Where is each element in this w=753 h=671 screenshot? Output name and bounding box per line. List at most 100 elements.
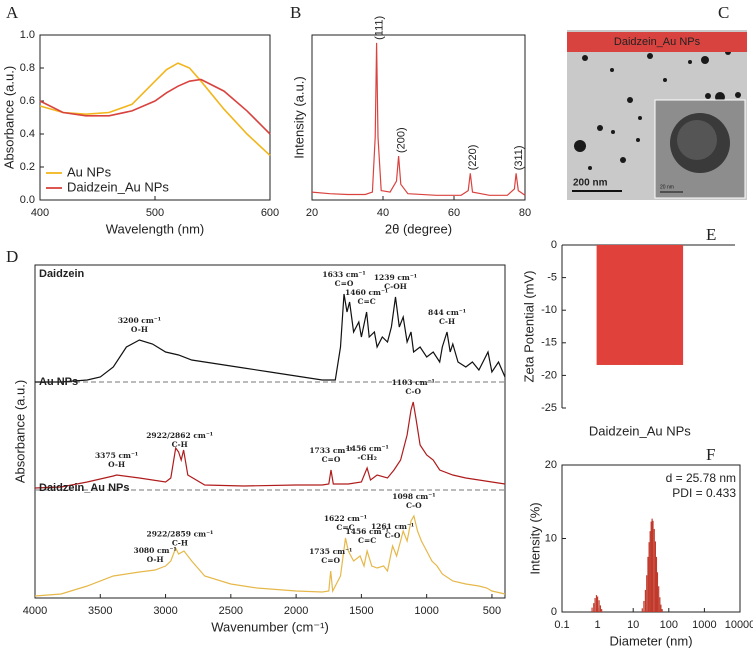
particle	[582, 55, 588, 61]
spectrum	[34, 401, 506, 489]
peak-group: C-H	[439, 317, 455, 326]
particle	[636, 138, 640, 142]
x-tick-label: 0.1	[554, 619, 569, 631]
bar	[651, 518, 653, 612]
bar	[593, 603, 595, 612]
series-line	[39, 78, 271, 135]
x-tick-label: 1000	[692, 619, 716, 631]
y-tick-label: -15	[541, 337, 557, 349]
x-tick-label: 80	[519, 207, 531, 219]
header-bar	[567, 32, 747, 52]
particle	[638, 116, 642, 120]
x-tick-label: 1000	[414, 605, 438, 617]
axes-frame	[34, 264, 506, 599]
x-tick-label: 3000	[153, 605, 177, 617]
bar	[644, 589, 646, 612]
bar	[643, 600, 645, 612]
particle	[705, 93, 711, 99]
bar	[591, 607, 593, 612]
image-title: Daidzein_Au NPs	[614, 36, 701, 48]
y-tick-label: 1.0	[20, 29, 35, 41]
bar	[647, 556, 649, 612]
bar	[660, 604, 662, 612]
y-axis-label: Intensity (%)	[527, 502, 542, 574]
bar	[648, 542, 650, 612]
y-tick-label: 10	[545, 532, 557, 544]
bar	[650, 521, 652, 612]
y-tick-label: -10	[541, 304, 557, 316]
x-tick-label: 3500	[88, 605, 112, 617]
peak-group: C-O	[385, 531, 401, 540]
y-tick-label: 0.0	[20, 194, 35, 206]
series-line	[39, 62, 271, 156]
peak-label: 2922/2859 cm⁻¹	[146, 529, 213, 538]
x-tick-label: 60	[448, 207, 460, 219]
particle	[610, 68, 614, 72]
particle	[647, 53, 653, 59]
peak-group: C=C	[358, 536, 376, 545]
peak-group: C-H	[172, 538, 188, 547]
peak-label: (311)	[513, 145, 525, 170]
bar	[598, 600, 600, 612]
y-tick-label: -5	[547, 272, 557, 284]
y-axis-label: Zeta Potential (mV)	[521, 271, 536, 383]
y-tick-label: 0	[551, 239, 557, 251]
x-axis-label: Wavenumber (cm⁻¹)	[211, 619, 329, 634]
bar	[658, 586, 660, 612]
peak-group: C=O	[335, 279, 354, 288]
particle	[574, 140, 586, 152]
x-axis-label: Diameter (nm)	[609, 633, 692, 648]
peak-label: 3200 cm⁻¹	[118, 316, 161, 325]
peak-group: C=O	[322, 455, 341, 464]
bar	[661, 609, 663, 612]
panel-letter: B	[290, 3, 301, 22]
panel-letter: E	[706, 225, 716, 244]
bar	[601, 609, 603, 612]
x-tick-label: 500	[146, 207, 164, 219]
y-tick-label: 20	[545, 459, 557, 471]
axes-frame	[311, 34, 526, 201]
x-tick-label: 4000	[23, 605, 47, 617]
peak-label: 1239 cm⁻¹	[374, 273, 417, 282]
peak-label: (111)	[374, 16, 386, 40]
x-tick-label: 10000	[725, 619, 753, 631]
bar	[653, 528, 655, 612]
y-tick-label: 0.2	[20, 161, 35, 173]
annotation: d = 25.78 nm	[666, 471, 736, 485]
x-tick-label: 20	[306, 207, 318, 219]
bar	[652, 520, 654, 612]
spectrum-name: Au NPs	[39, 376, 78, 388]
x-axis-label: Wavelength (nm)	[106, 221, 205, 236]
y-tick-label: 0.4	[20, 128, 35, 140]
panel-letter: A	[6, 3, 19, 22]
peak-label: 1456 cm⁻¹	[346, 444, 389, 453]
peak-label: 1735 cm⁻¹	[309, 547, 352, 556]
y-tick-label: -20	[541, 369, 557, 381]
peak-group: C-OH	[384, 282, 407, 291]
particle	[588, 166, 592, 170]
spectrum-name: Daidzein_Au NPs	[39, 482, 129, 494]
x-tick-label: 400	[31, 207, 49, 219]
peak-label: 1456 cm⁻¹	[346, 527, 389, 536]
x-tick-label: 600	[261, 207, 279, 219]
peak-label: 1103 cm⁻¹	[392, 378, 435, 387]
spectrum	[35, 293, 506, 383]
particle	[663, 78, 667, 82]
legend-label: Au NPs	[67, 164, 112, 179]
peak-label: 1633 cm⁻¹	[322, 270, 365, 279]
peak-group: O-H	[131, 325, 148, 334]
x-tick-label: 40	[377, 207, 389, 219]
y-axis-label: Absorbance (a.u.)	[1, 66, 16, 169]
peak-label: 844 cm⁻¹	[428, 308, 466, 317]
bar	[594, 598, 596, 612]
x-tick-label: 100	[660, 619, 678, 631]
x-tick-label: 1	[595, 619, 601, 631]
error-bar	[633, 357, 646, 365]
x-tick-label: 500	[483, 605, 501, 617]
y-tick-label: 0.6	[20, 95, 35, 107]
peak-label: 3080 cm⁻¹	[133, 546, 176, 555]
peak-label: 1733 cm⁻¹	[309, 446, 352, 455]
peak-group: C=O	[321, 556, 340, 565]
peak-label: (200)	[396, 127, 408, 153]
spectrum	[34, 514, 506, 597]
